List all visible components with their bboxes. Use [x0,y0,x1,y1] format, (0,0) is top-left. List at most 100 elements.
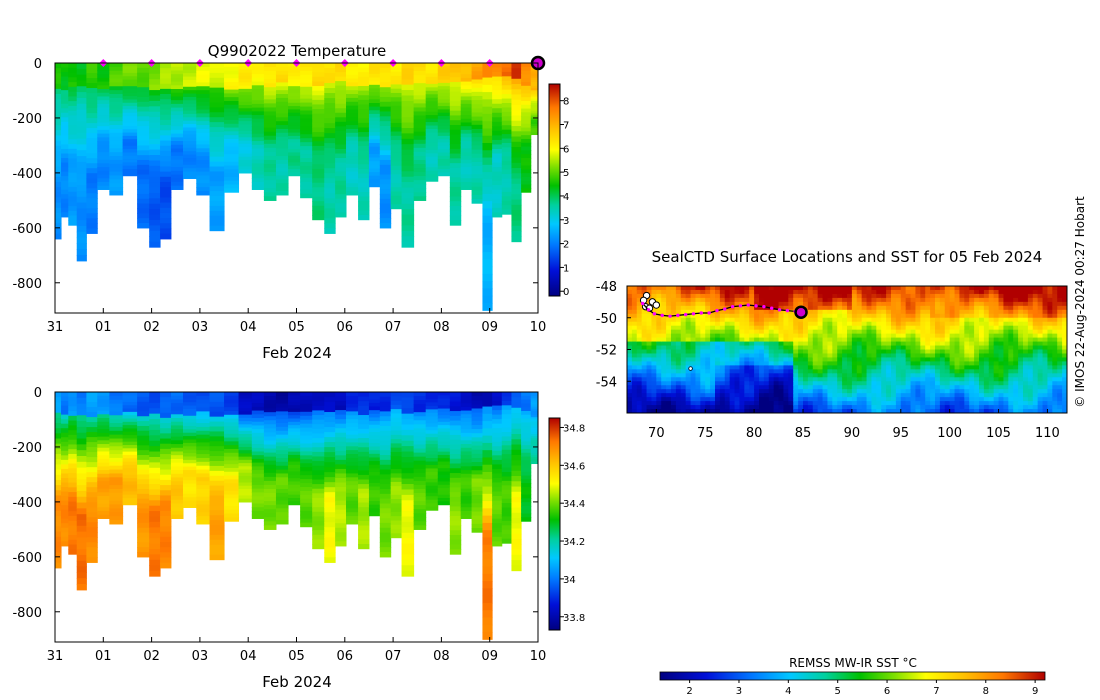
sst-cell [651,369,657,374]
sst-cell [695,329,701,335]
profile-cell [460,503,473,508]
sst-cell [861,297,868,303]
sst-cell [886,337,892,343]
profile-cell [238,488,253,493]
profile-cell [209,225,225,232]
profile-cell [460,155,473,161]
profile-cell [288,139,301,144]
sst-cell [759,385,765,390]
sst-cell [851,286,858,291]
sst-cell [871,309,877,315]
profile-cell [324,128,336,134]
sst-cell [685,405,692,410]
profile-cell [482,244,493,253]
sst-cell [729,377,736,382]
profile-cell [471,420,483,426]
x-tick-label: 03 [192,320,209,335]
sst-cell [680,397,687,402]
profile-cell [346,465,359,471]
profile-cell [122,96,138,101]
profile-cell [312,214,325,221]
profile-cell [482,595,493,604]
profile-cell [358,136,370,142]
profile-cell [379,155,392,161]
profile-cell [437,72,451,77]
profile-cell [263,79,277,84]
profile-cell [482,201,493,210]
profile-cell [275,438,289,444]
sst-cell [891,286,897,291]
profile-cell [492,90,503,96]
sst-cell [631,365,638,370]
profile-cell [109,109,124,115]
profile-cell [501,94,512,100]
profile-cell [324,173,336,179]
sst-cell [724,357,731,363]
profile-cell [471,67,483,72]
profile-cell [183,66,197,71]
profile-cell [170,458,184,464]
sst-cell [783,401,789,406]
profile-cell [482,566,493,575]
profile-cell [401,127,415,134]
profile-cell [460,492,473,497]
profile-cell [224,165,240,170]
sst-cell [739,309,745,315]
sst-cell [759,373,765,378]
profile-cell [97,163,110,168]
profile-cell [183,93,197,98]
profile-cell [530,100,539,104]
sst-cell [915,289,921,295]
sst-cell [680,349,687,355]
sst-cell [817,325,824,331]
profile-cell [413,420,427,425]
sst-cell [724,349,731,355]
profile-cell [413,460,427,466]
profile-cell [137,445,150,451]
profile-cell [55,228,62,235]
sst-cell [719,397,726,402]
profile-cell [68,463,78,469]
sst-cell [891,337,897,343]
profile-cell [183,73,197,78]
profile-cell [275,419,289,424]
profile-cell [368,135,381,140]
profile-cell [413,131,427,137]
profile-cell [149,155,161,162]
sst-cell [641,361,648,366]
profile-cell [501,165,512,171]
profile-cell [379,401,392,408]
profile-cell [263,493,277,498]
sst-cell [690,393,697,398]
profile-cell [183,117,197,122]
profile-cell [238,456,253,461]
sst-cell [734,325,741,331]
profile-cell [501,178,512,184]
sst-cell [685,353,692,359]
profile-cell [335,464,347,470]
profile-cell [122,392,138,396]
profile-cell [368,482,381,488]
sst-cell [710,357,716,363]
sst-cell [627,333,633,339]
sst-cell [866,409,873,413]
sst-cell [641,333,648,339]
sst-cell [666,409,672,413]
profile-cell [335,536,347,542]
sst-cell [763,393,770,398]
profile-cell [492,441,503,447]
sst-cell [768,409,775,413]
sst-cell [783,373,789,378]
profile-cell [390,413,403,419]
profile-cell [312,201,325,207]
sst-cell [719,321,726,327]
profile-cell [109,117,124,122]
sst-cell [788,373,794,378]
profile-cell [183,395,197,400]
profile-cell [251,514,265,519]
profile-cell [460,406,473,412]
profile-cell [209,485,225,492]
profile-cell [275,403,289,409]
sst-cell [866,349,873,355]
profile-cell [275,512,289,517]
